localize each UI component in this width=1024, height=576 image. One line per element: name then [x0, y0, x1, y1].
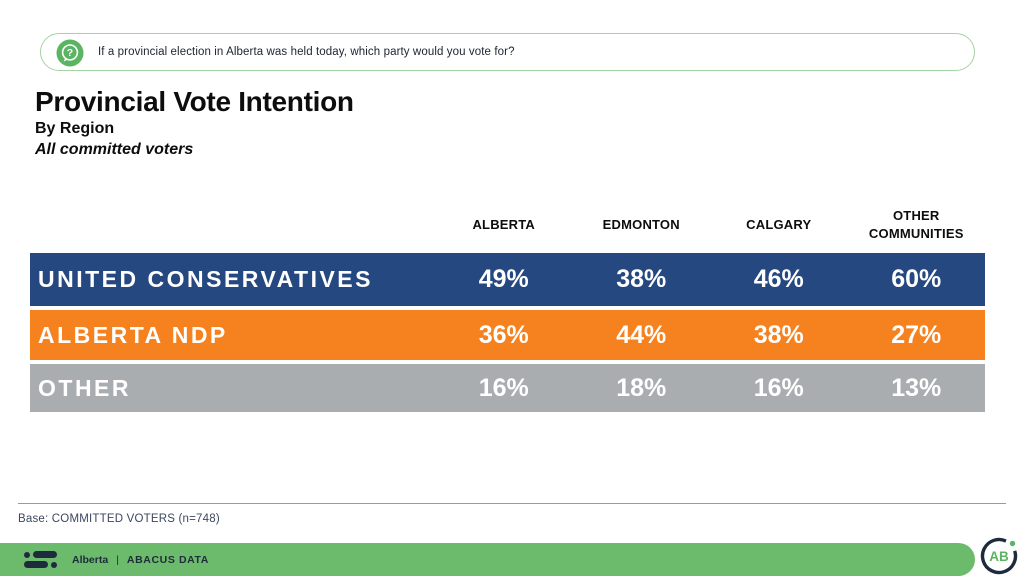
cell-value: 38%: [616, 265, 667, 293]
cell-value: 13%: [891, 373, 942, 402]
footer-divider: |: [116, 553, 119, 566]
table-row-united-conservatives: UNITED CONSERVATIVES 49% 38% 46% 60%: [30, 253, 985, 306]
table-row-other: OTHER 16% 18% 16% 13%: [30, 364, 985, 412]
cell-value: 60%: [891, 265, 942, 293]
page-subtitle: By Region: [35, 120, 115, 137]
svg-text:AB: AB: [989, 549, 1009, 564]
cell-value: 18%: [616, 373, 667, 402]
column-header-edmonton: EDMONTON: [602, 217, 680, 233]
cell-value: 49%: [478, 265, 529, 293]
column-header-alberta: ALBERTA: [472, 217, 536, 233]
cell-value: 27%: [891, 320, 942, 349]
cell-value: 44%: [616, 320, 667, 349]
divider-line: [18, 503, 1006, 504]
column-header-calgary: CALGARY: [746, 217, 812, 233]
table-row-alberta-ndp: ALBERTA NDP 36% 44% 38% 27%: [30, 310, 985, 360]
table-header-spacer: [30, 200, 435, 250]
cell-value: 36%: [478, 320, 529, 349]
cell-value: 38%: [753, 320, 804, 349]
abacus-data-logo-icon: [24, 551, 57, 568]
footer-org-name: ABACUS DATA: [126, 553, 209, 566]
population-note: All committed voters: [35, 141, 194, 158]
question-banner: ? If a provincial election in Alberta wa…: [40, 33, 975, 71]
footer-bar: Alberta | ABACUS DATA: [0, 543, 975, 576]
footer-brand-alberta: Alberta: [72, 553, 109, 566]
cell-value: 16%: [753, 373, 804, 402]
footer-brand-text: Alberta | ABACUS DATA: [72, 554, 209, 566]
question-bubble-icon: ?: [56, 39, 84, 67]
cell-value: 16%: [478, 373, 529, 402]
row-label: UNITED CONSERVATIVES: [38, 266, 373, 292]
ab-badge-icon: AB: [978, 535, 1020, 576]
svg-text:?: ?: [67, 47, 73, 59]
row-label: OTHER: [38, 374, 131, 401]
base-note: Base: COMMITTED VOTERS (n=748): [18, 513, 220, 525]
row-label: ALBERTA NDP: [38, 321, 228, 348]
cell-value: 46%: [753, 265, 804, 293]
page-title: Provincial Vote Intention: [35, 86, 354, 117]
column-header-other-communities: OTHER COMMUNITIES: [868, 208, 964, 241]
table-header-row: ALBERTA EDMONTON CALGARY OTHER COMMUNITI…: [30, 200, 985, 250]
question-text: If a provincial election in Alberta was …: [98, 46, 515, 58]
